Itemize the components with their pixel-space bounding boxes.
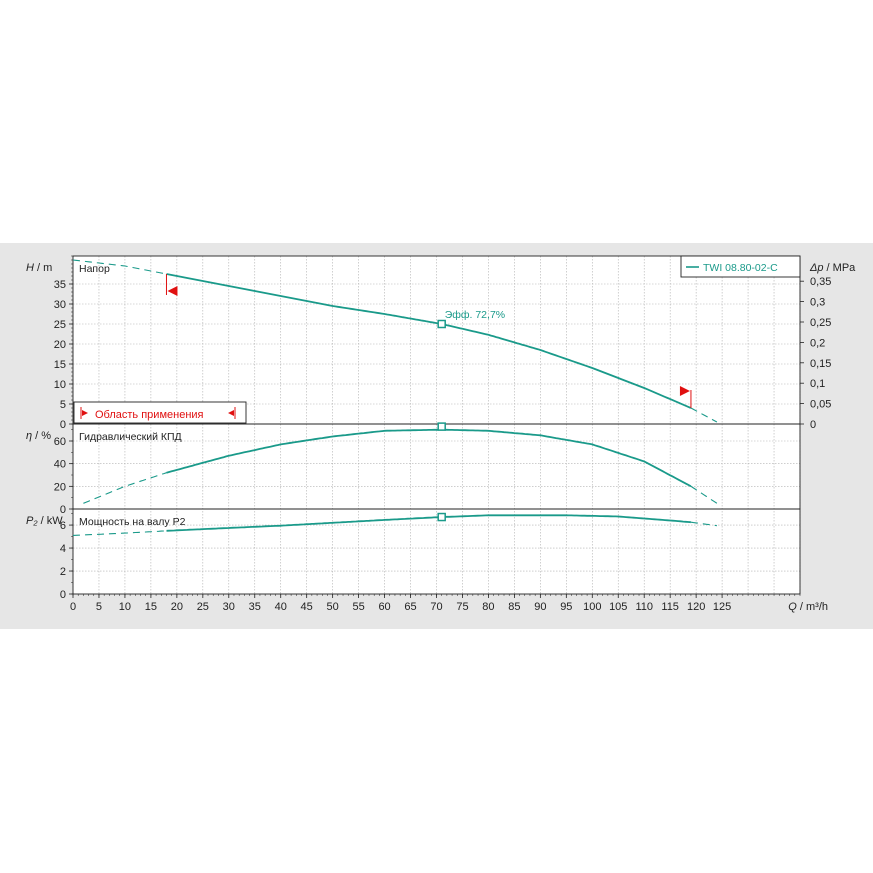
x-tick-label: 35 <box>249 601 261 613</box>
y2-tick-label: 0 <box>810 419 816 431</box>
y2-tick-label: 0,1 <box>810 378 825 390</box>
x-tick-label: 55 <box>352 601 364 613</box>
curve-extrapolated-right <box>690 407 718 423</box>
x-tick-label: 100 <box>583 601 601 613</box>
range-arrow-left <box>82 410 88 416</box>
x-tick-label: 25 <box>197 601 209 613</box>
y2-tick-label: 0,35 <box>810 276 831 288</box>
chart-panel: 0 5 10 15 20 25 30 35 H / m Напор 0 0,05 0,1 0,15 0,2 0… <box>0 243 873 629</box>
x-axis-unit: m³/h <box>806 601 828 613</box>
y2-axis-label: Δp / MPa <box>809 262 856 274</box>
x-axis-label: Q / m³/h <box>788 601 828 613</box>
legend-box <box>680 255 801 278</box>
y2-tick-label: 0,25 <box>810 317 831 329</box>
y2-tick-label: 0,15 <box>810 358 831 370</box>
x-tick-label: 125 <box>713 601 731 613</box>
x-tick-label: 95 <box>560 601 572 613</box>
y-tick-label: 20 <box>54 481 66 493</box>
curve-extrapolated-left <box>83 472 167 504</box>
x-tick-label: 85 <box>508 601 520 613</box>
y-axis-label: H / m <box>26 262 52 274</box>
x-tick-label: 60 <box>378 601 390 613</box>
y-axis-symbol: P₂ <box>26 515 38 527</box>
x-axis-sep: / <box>797 601 806 613</box>
y-axis-sep: / <box>34 262 43 274</box>
y-tick-label: 30 <box>54 299 66 311</box>
x-tick-label: 40 <box>275 601 287 613</box>
y2-axis-unit: MPa <box>833 262 857 274</box>
x-tick-label: 90 <box>534 601 546 613</box>
x-tick-label: 45 <box>301 601 313 613</box>
y-tick-label: 20 <box>54 339 66 351</box>
x-tick-label: 50 <box>327 601 339 613</box>
duty-point-label: Эфф. 72,7% <box>445 309 505 321</box>
y-tick-label: 0 <box>60 504 66 516</box>
y-tick-label: 5 <box>60 399 66 411</box>
curve-extrapolated-left <box>72 530 167 536</box>
duty-point-marker <box>437 512 446 522</box>
y-tick-label: 4 <box>60 543 66 555</box>
curve-extrapolated-right <box>690 485 718 504</box>
curve-eff <box>166 428 692 488</box>
duty-point-marker <box>437 319 446 329</box>
panel-title: Мощность на валу P2 <box>79 516 186 528</box>
y2-tick-label: 0,05 <box>810 399 831 411</box>
y-axis-label: P₂ / kW <box>26 515 63 527</box>
y2-tick-label: 0,2 <box>810 337 825 349</box>
x-tick-label: 15 <box>145 601 157 613</box>
range-max-flag <box>679 386 690 396</box>
curve-extrapolated-left <box>72 259 167 275</box>
legend-label: TWI 08.80-02-C <box>703 262 778 274</box>
y-axis-label: η / % <box>26 430 51 442</box>
y-tick-label: 0 <box>60 589 66 601</box>
x-tick-label: 70 <box>430 601 442 613</box>
x-axis-symbol: Q <box>788 601 797 613</box>
y-tick-label: 25 <box>54 319 66 331</box>
curve-head <box>166 273 692 409</box>
y2-axis-symbol: Δp <box>809 262 824 274</box>
y-tick-label: 2 <box>60 566 66 578</box>
y-tick-label: 0 <box>60 419 66 431</box>
y2-axis-sep: / <box>824 262 833 274</box>
duty-point-marker <box>437 422 446 431</box>
panel-title: Гидравлический КПД <box>79 431 182 443</box>
curve-extrapolated-right <box>690 521 717 527</box>
x-tick-label: 115 <box>661 601 679 613</box>
x-tick-label: 105 <box>609 601 627 613</box>
y-tick-label: 35 <box>54 279 66 291</box>
y-axis-symbol: η <box>26 430 32 442</box>
y-axis-symbol: H <box>26 262 34 274</box>
x-tick-label: 10 <box>119 601 131 613</box>
x-tick-label: 110 <box>635 601 653 613</box>
operating-range-label: Область применения <box>95 409 204 421</box>
y-tick-label: 10 <box>54 379 66 391</box>
operating-range-box <box>73 401 247 424</box>
x-tick-label: 65 <box>404 601 416 613</box>
x-tick-label: 75 <box>456 601 468 613</box>
y-axis-sep: / <box>38 515 47 527</box>
y2-tick-label: 0,3 <box>810 297 825 309</box>
x-tick-label: 80 <box>482 601 494 613</box>
curve-power <box>166 514 691 532</box>
x-tick-label: 20 <box>171 601 183 613</box>
y-axis-sep: / <box>32 430 41 442</box>
y-tick-label: 40 <box>54 459 66 471</box>
panel-title: Напор <box>79 263 110 275</box>
y-axis-unit: % <box>41 430 51 442</box>
x-tick-label: 120 <box>687 601 705 613</box>
range-min-flag <box>167 286 178 296</box>
x-tick-label: 0 <box>70 601 76 613</box>
y-tick-label: 15 <box>54 359 66 371</box>
y-tick-label: 60 <box>54 436 66 448</box>
y-axis-unit: kW <box>47 515 64 527</box>
range-arrow-right <box>228 410 234 416</box>
x-tick-label: 5 <box>96 601 102 613</box>
y-axis-unit: m <box>43 262 52 274</box>
x-tick-label: 30 <box>223 601 235 613</box>
y-tick-label: 6 <box>60 520 66 532</box>
